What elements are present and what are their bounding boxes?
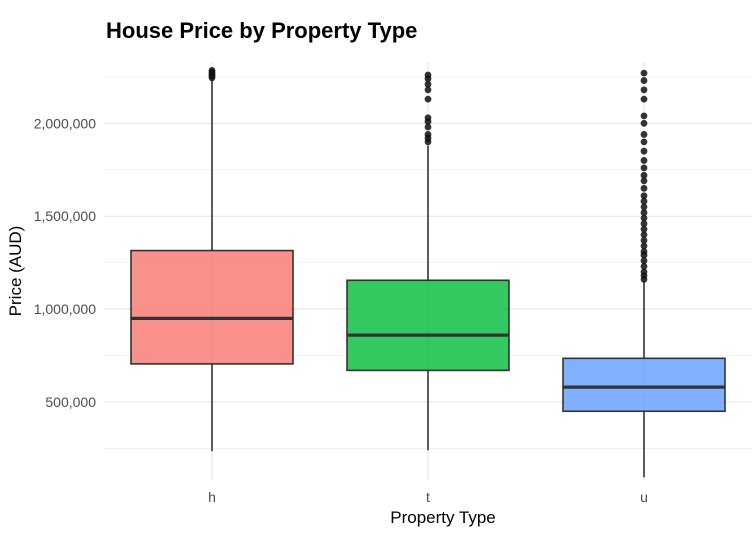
box-h [130, 66, 294, 452]
outlier-point [640, 171, 648, 179]
outlier-point [424, 71, 432, 79]
outlier-point [640, 236, 648, 244]
outlier-point [640, 177, 648, 185]
outlier-point [640, 69, 648, 77]
iqr-box [130, 249, 294, 365]
outlier-point [640, 192, 648, 200]
outlier-point [424, 86, 432, 94]
outlier-point [640, 197, 648, 205]
x-tick-label: u [640, 489, 648, 505]
outlier-point [424, 114, 432, 122]
outlier-point [640, 119, 648, 127]
outlier-point [208, 66, 216, 74]
x-tick-label: h [208, 489, 216, 505]
outlier-point [640, 231, 648, 239]
y-axis-tick-labels: 500,000 1,000,000 1,500,000 2,000,000 [34, 115, 97, 410]
chart-title: House Price by Property Type [106, 18, 418, 43]
outlier-point [640, 157, 648, 164]
outlier-point [640, 214, 648, 222]
y-tick-label: 1,000,000 [34, 301, 96, 317]
x-axis-label: Property Type [390, 508, 496, 527]
outlier-point [424, 80, 432, 88]
boxes-layer [130, 66, 726, 478]
outlier-point [640, 225, 648, 233]
outlier-point [640, 77, 648, 84]
y-tick-label: 500,000 [45, 394, 96, 410]
outlier-point [640, 268, 648, 276]
outlier-point [640, 131, 648, 138]
outlier-point [640, 248, 648, 255]
outlier-point [424, 95, 432, 103]
outlier-point [640, 147, 648, 155]
box-t [346, 71, 510, 451]
iqr-box [562, 357, 726, 413]
y-tick-label: 2,000,000 [34, 115, 96, 131]
outlier-point [640, 164, 648, 172]
outlier-point [640, 220, 648, 228]
outlier-point [640, 242, 648, 250]
y-axis-label: Price (AUD) [6, 226, 25, 317]
outlier-point [424, 123, 432, 131]
outlier-point [640, 262, 648, 270]
x-tick-label: t [426, 489, 430, 505]
y-tick-label: 1,500,000 [34, 208, 96, 224]
outlier-point [640, 257, 648, 265]
iqr-box [346, 279, 510, 372]
outlier-point [640, 86, 648, 94]
outlier-point [640, 112, 648, 120]
outlier-point [640, 184, 648, 192]
outlier-point [424, 131, 432, 138]
outlier-point [640, 138, 648, 146]
box-u [562, 69, 726, 478]
outlier-point [640, 95, 648, 103]
outlier-point [640, 203, 648, 211]
outlier-point [640, 209, 648, 216]
